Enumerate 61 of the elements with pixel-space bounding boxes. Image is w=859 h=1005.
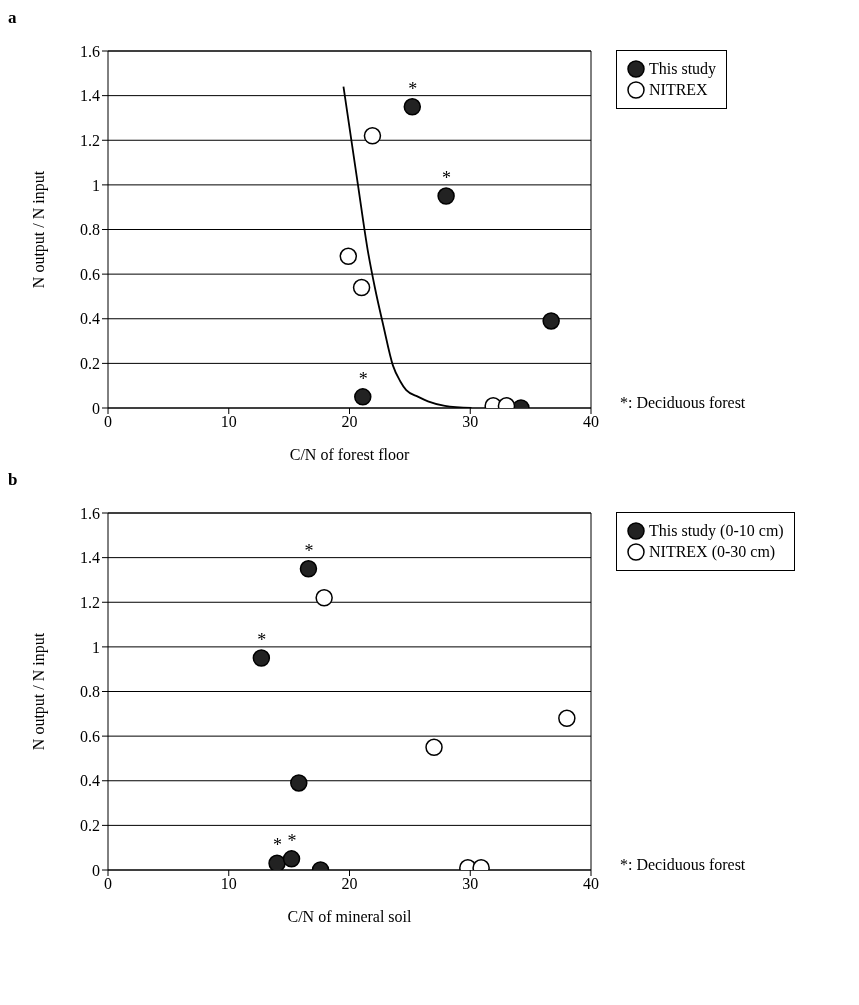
annotation: * — [304, 540, 314, 561]
chart-title: b — [8, 470, 19, 491]
y-tick-label: 0 — [92, 399, 100, 417]
x-tick-label: 10 — [220, 875, 237, 893]
y-tick-label: 1 — [92, 638, 100, 656]
x-tick-label: 20 — [341, 875, 358, 893]
x-tick-label: 30 — [462, 413, 479, 431]
y-tick-label: 0.8 — [80, 683, 100, 701]
legend-label: NITREX — [649, 81, 708, 99]
point — [363, 127, 382, 145]
y-tick-label: 0.4 — [80, 310, 100, 328]
x-tick-label: 40 — [583, 875, 599, 893]
annotation: * — [442, 168, 452, 189]
y-tick-label: 0.6 — [80, 727, 100, 745]
annotation: * — [358, 368, 368, 389]
x-tick-label: 0 — [104, 413, 112, 431]
point — [299, 560, 318, 578]
x-axis-title: C/N of mineral soil — [287, 908, 413, 925]
text: *: Deciduous forest — [620, 394, 746, 412]
y-tick-label: 0.6 — [80, 265, 100, 283]
x-tick-label: 10 — [220, 413, 237, 431]
annotation: * — [408, 78, 418, 99]
point — [290, 774, 308, 792]
point — [425, 738, 443, 757]
x-tick-label: 20 — [341, 413, 358, 431]
x-tick-label: 30 — [462, 875, 479, 893]
y-tick-label: 0.4 — [80, 772, 100, 790]
chart-title: a — [8, 8, 18, 29]
point — [542, 312, 560, 330]
point — [352, 278, 371, 297]
legend-label: NITREX (0-30 cm) — [649, 543, 776, 561]
y-tick-label: 1.2 — [80, 131, 100, 149]
point — [339, 247, 358, 266]
y-axis-title: N output / N input — [29, 170, 48, 289]
y-tick-label: 0.8 — [80, 221, 100, 239]
text: *: Deciduous forest — [620, 856, 746, 874]
y-tick-label: 1.4 — [80, 87, 100, 105]
y-axis-title: N output / N input — [29, 632, 48, 751]
x-axis-title: C/N of forest floor — [289, 446, 410, 463]
point — [403, 98, 422, 116]
annotation: * — [257, 630, 267, 651]
x-tick-label: 0 — [104, 875, 112, 893]
y-tick-label: 0 — [92, 861, 100, 879]
y-tick-label: 1.6 — [80, 504, 100, 522]
annotation: * — [273, 835, 283, 856]
legend-label: This study (0-10 cm) — [649, 522, 784, 540]
point — [268, 854, 286, 870]
legend-label: This study — [649, 60, 717, 78]
y-tick-label: 1.4 — [80, 549, 100, 567]
y-tick-label: 1 — [92, 176, 100, 194]
point — [437, 187, 455, 205]
point — [252, 649, 271, 667]
point — [315, 589, 333, 607]
annotation: * — [287, 830, 297, 851]
point — [558, 709, 576, 728]
y-tick-label: 1.6 — [80, 42, 100, 60]
y-tick-label: 0.2 — [80, 817, 100, 835]
x-tick-label: 40 — [583, 413, 599, 431]
y-tick-label: 0.2 — [80, 355, 100, 373]
point — [282, 850, 301, 868]
y-tick-label: 1.2 — [80, 593, 100, 611]
